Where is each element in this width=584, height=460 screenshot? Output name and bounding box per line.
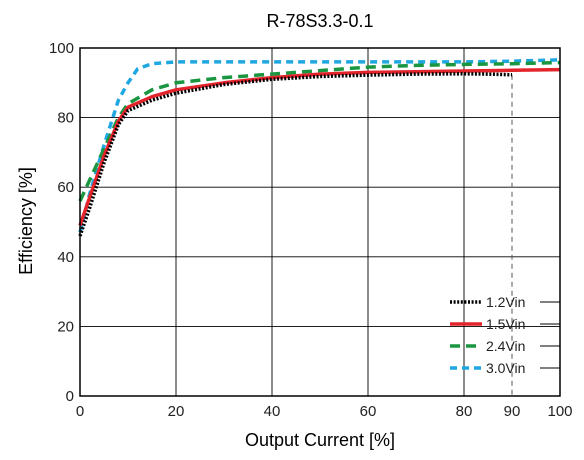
series-lines [78, 58, 561, 237]
grid [80, 48, 560, 396]
series-line-3-0vin [78, 58, 561, 233]
x-tick-label: 100 [547, 403, 572, 420]
x-tick-label: 60 [360, 403, 377, 420]
legend-label: 1.2Vin [486, 294, 525, 310]
y-tick-label: 60 [57, 179, 74, 196]
y-tick-label: 100 [49, 40, 74, 57]
legend-label: 1.5Vin [486, 316, 525, 332]
legend-label: 2.4Vin [486, 338, 525, 354]
series-line-2-4vin [78, 60, 561, 202]
x-tick-label: 0 [76, 403, 84, 420]
y-tick-label: 0 [66, 388, 74, 405]
plot-frame [79, 47, 561, 397]
series-line-1-5vin [78, 67, 561, 227]
x-tick-label: 90 [504, 403, 521, 420]
legend: 1.2Vin 1.5Vin 2.4Vin 3.0Vin [450, 294, 560, 376]
legend-label: 3.0Vin [486, 360, 525, 376]
tick-labels: 0 20 40 60 80 90 100 0 20 40 60 80 100 [49, 40, 573, 420]
y-tick-label: 20 [57, 318, 74, 335]
x-tick-label: 80 [456, 403, 473, 420]
chart-title: R-78S3.3-0.1 [266, 11, 373, 31]
x-tick-label: 40 [264, 403, 281, 420]
y-tick-label: 40 [57, 249, 74, 266]
x-tick-label: 20 [168, 403, 185, 420]
series-line-1-2vin [78, 72, 513, 237]
y-axis-title: Efficiency [%] [16, 167, 36, 275]
y-tick-label: 80 [57, 110, 74, 127]
x-axis-title: Output Current [%] [245, 430, 395, 450]
